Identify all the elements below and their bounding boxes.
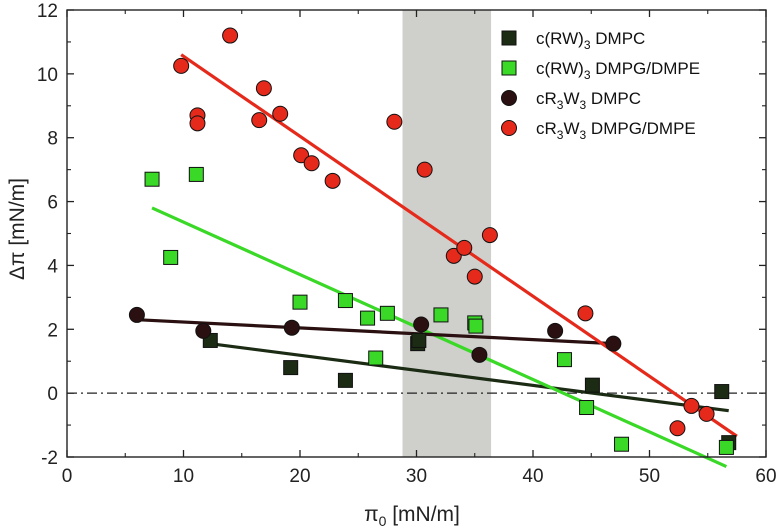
data-point-series-2-3: [188, 166, 204, 182]
y-tick-label: -2: [41, 448, 58, 469]
data-point-series-2-13: [579, 400, 595, 416]
legend-label-subscript-2: 3: [580, 98, 587, 112]
legend-label-3: cR3W3 DMPC: [536, 89, 641, 112]
legend-entry-3: cR3W3 DMPC: [501, 89, 641, 112]
fit-line-series-2: [151, 206, 728, 469]
data-point-series-2-6: [360, 310, 376, 326]
legend-label-1: c(RW)3 DMPC: [536, 29, 645, 52]
legend-label-subscript: 3: [584, 68, 591, 82]
legend-entry-4: cR3W3 DMPG/DMPE: [501, 119, 696, 142]
y-tick-label: 12: [37, 1, 58, 22]
legend-label-rest: DMPC: [586, 89, 641, 108]
data-point-series-3-3: [283, 319, 300, 336]
shaded-region: [402, 10, 492, 457]
data-point-series-4-14: [456, 239, 473, 256]
data-point-series-3-2: [195, 322, 212, 339]
data-point-series-3-7: [605, 335, 622, 352]
legend-label-main: c(RW): [536, 29, 584, 48]
x-tick-label: 10: [173, 466, 194, 487]
x-tick-label: 20: [289, 466, 310, 487]
x-tick-label: 60: [755, 466, 776, 487]
data-point-series-4-1: [173, 57, 190, 74]
legend-label-main: c(RW): [536, 59, 584, 78]
y-tick-label: 6: [47, 193, 58, 214]
data-point-series-1-5: [411, 332, 427, 348]
legend-entry-1: c(RW)3 DMPC: [501, 29, 645, 52]
legend-label-rest: DMPG/DMPE: [591, 59, 701, 78]
data-point-series-4-15: [466, 268, 483, 285]
data-point-series-4-3: [189, 115, 206, 132]
data-point-series-2-12: [556, 352, 572, 368]
x-axis-title: π0 [mN/m]: [364, 503, 460, 529]
data-point-series-2-4: [292, 294, 308, 310]
data-point-series-4-7: [272, 105, 289, 122]
data-point-series-2-15: [718, 439, 734, 455]
data-point-series-3-1: [128, 306, 145, 323]
y-tick-label: 0: [47, 384, 58, 405]
legend-marker-1: [501, 30, 517, 46]
data-point-series-1-2: [283, 360, 299, 376]
y-tick-label: 4: [47, 256, 58, 277]
data-point-series-2-8: [379, 305, 395, 321]
data-point-series-4-17: [577, 305, 594, 322]
legend-label-2: c(RW)3 DMPG/DMPE: [536, 59, 700, 82]
markers-layer: [128, 27, 737, 455]
data-point-series-1-6: [584, 377, 600, 393]
data-point-series-4-6: [255, 80, 272, 97]
y-tick-label: 10: [37, 65, 58, 86]
data-point-series-4-4: [222, 27, 239, 44]
legend-label-rest: DMPC: [591, 29, 646, 48]
legend-label-subscript: 3: [557, 98, 564, 112]
legend-entry-2: c(RW)3 DMPG/DMPE: [501, 59, 700, 82]
data-point-series-4-9: [303, 155, 320, 172]
data-point-series-4-20: [698, 405, 715, 422]
fit-line-series-3: [136, 318, 614, 346]
fit-line-series-1: [210, 342, 729, 413]
y-axis-title: Δπ [mN/m]: [6, 178, 29, 280]
x-tick-label: 0: [62, 466, 73, 487]
data-point-series-2-14: [614, 436, 630, 452]
data-point-series-4-11: [386, 113, 403, 130]
data-point-series-4-18: [669, 420, 686, 437]
legend-marker-4: [501, 120, 517, 136]
data-point-series-2-11: [468, 318, 484, 334]
data-point-series-4-19: [683, 397, 700, 414]
data-point-series-2-5: [337, 293, 353, 309]
legend-label-subscript-2: 3: [580, 128, 587, 142]
x-tick-label: 50: [639, 466, 660, 487]
legend-label-4: cR3W3 DMPG/DMPE: [536, 119, 696, 142]
legend-label-mid: W: [563, 119, 579, 138]
data-point-series-2-7: [368, 350, 384, 366]
legend-label-rest: DMPG/DMPE: [586, 119, 696, 138]
x-tick-label: 40: [522, 466, 543, 487]
legend-label-main: cR: [536, 119, 557, 138]
y-tick-label: 2: [47, 320, 58, 341]
legend-marker-3: [501, 90, 517, 106]
shaded-region-layer: [402, 10, 492, 457]
data-point-series-3-6: [547, 322, 564, 339]
legend-label-subscript: 3: [584, 38, 591, 52]
data-point-series-1-7: [714, 384, 730, 400]
legend-label-main: cR: [536, 89, 557, 108]
data-point-series-3-4: [413, 316, 430, 333]
data-point-series-2-9: [433, 307, 449, 323]
data-point-series-1-3: [337, 372, 353, 388]
x-tick-label: 30: [406, 466, 427, 487]
data-point-series-4-16: [481, 227, 498, 244]
legend-marker-2: [501, 60, 517, 76]
data-point-series-4-12: [416, 161, 433, 178]
legend-label-mid: W: [563, 89, 579, 108]
data-point-series-2-1: [144, 171, 160, 187]
data-point-series-4-10: [324, 172, 341, 189]
data-point-series-2-2: [163, 249, 179, 265]
legend-label-subscript: 3: [557, 128, 564, 142]
data-point-series-3-5: [471, 346, 488, 363]
y-tick-label: 8: [47, 129, 58, 150]
data-point-series-4-5: [251, 112, 268, 129]
